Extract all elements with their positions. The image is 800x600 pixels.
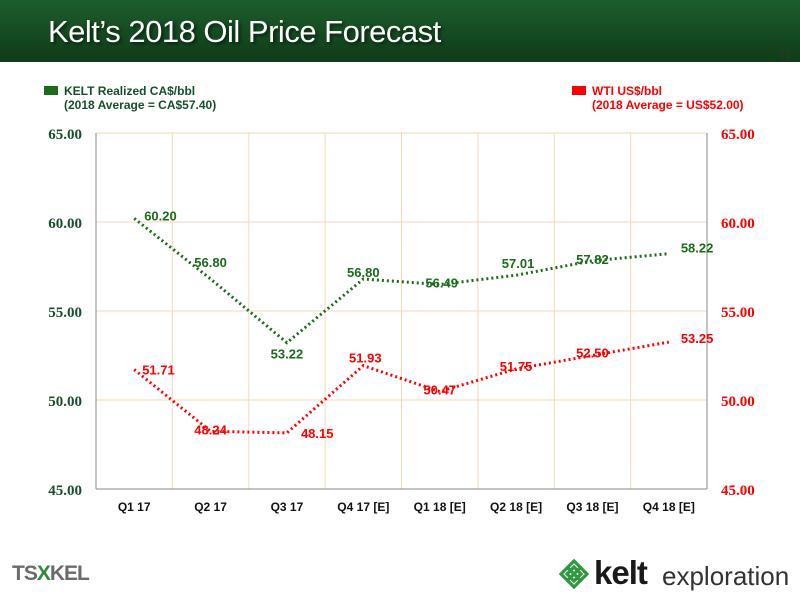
y-tick-label-right: 50.00 [721,394,755,410]
x-tick-label: Q3 18 [E] [566,500,618,514]
brand-name: kelt [594,554,648,591]
y-tick-label-left: 55.00 [48,305,82,321]
y-tick-label-right: 45.00 [721,483,755,499]
y-tick-label-left: 65.00 [48,127,82,143]
ticker-prefix: TS [12,562,38,585]
data-label: 50.47 [423,383,456,398]
y-tick-label-left: 60.00 [48,216,82,232]
data-label: 48.15 [301,426,334,441]
data-label: 56.80 [347,265,380,280]
slide-title: Kelt’s 2018 Oil Price Forecast [48,14,441,49]
data-label: 51.71 [142,363,175,378]
legend-kelt: KELT Realized CA$/bbl (2018 Average = CA… [44,84,216,112]
ticker-suffix: KEL [49,562,90,585]
x-tick-label: Q4 18 [E] [643,500,695,514]
legend-wti-note: (2018 Average = US$52.00) [592,98,744,112]
data-label: 57.01 [502,256,535,271]
data-label: 51.75 [500,359,533,374]
data-label: 56.80 [194,255,227,270]
tsx-ticker: TSXKEL [12,562,90,586]
y-tick-label-left: 50.00 [48,394,82,410]
series-line [133,340,670,435]
data-label: 57.82 [576,252,609,267]
data-label: 53.22 [271,347,304,362]
slide-header: Kelt’s 2018 Oil Price Forecast [0,0,800,62]
y-tick-label-right: 55.00 [721,305,755,321]
x-tick-label: Q4 17 [E] [337,500,389,514]
legend-wti-swatch [572,86,586,95]
ticker-x: X [36,562,51,585]
data-label: 52.50 [576,346,609,361]
celtic-knot-logo-icon [558,558,590,590]
data-label: 56.49 [425,275,458,290]
x-tick-label: Q2 18 [E] [490,500,542,514]
y-tick-label-left: 45.00 [48,483,82,499]
legend-kelt-label: KELT Realized CA$/bbl [64,84,196,98]
y-tick-label-right: 65.00 [721,127,755,143]
legend-kelt-swatch [44,86,58,95]
y-tick-label-right: 60.00 [721,216,755,232]
x-tick-label: Q3 17 [271,500,304,514]
data-label: 58.22 [681,241,714,256]
x-tick-label: Q1 18 [E] [414,500,466,514]
data-label: 60.20 [144,208,177,223]
x-tick-label: Q2 17 [194,500,227,514]
legend-wti: WTI US$/bbl (2018 Average = US$52.00) [572,84,744,112]
brand-suffix: exploration [662,561,790,591]
legend-kelt-note: (2018 Average = CA$57.40) [64,98,217,112]
page-number: 41 [778,50,790,61]
legend-wti-label: WTI US$/bbl [592,84,662,98]
data-label: 53.25 [681,331,714,346]
data-label: 51.93 [349,351,382,366]
x-tick-label: Q1 17 [118,500,151,514]
data-label: 48.24 [194,422,227,437]
